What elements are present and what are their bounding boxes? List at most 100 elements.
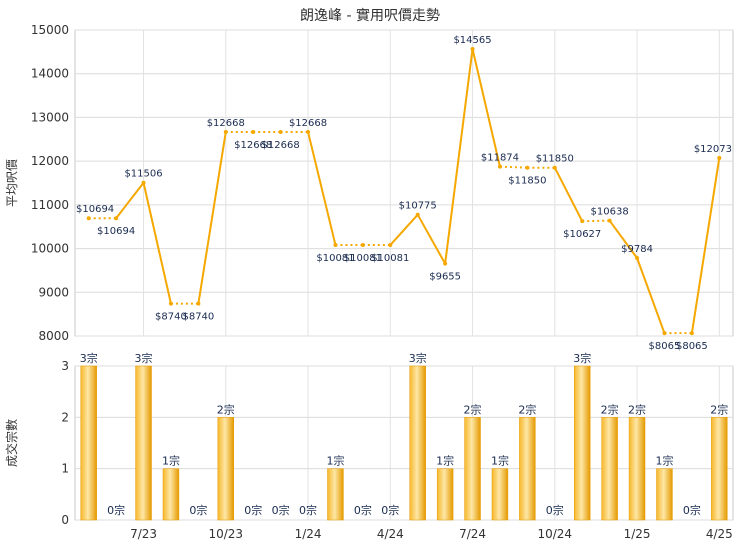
x-tick-label: 7/23: [130, 527, 157, 541]
count-data-label: 1宗: [326, 454, 344, 468]
count-data-label: 3宗: [409, 351, 427, 365]
price-data-label: $11850: [536, 154, 574, 165]
count-bar: [464, 417, 481, 521]
count-axis-label: 成交宗數: [4, 419, 19, 467]
price-data-label: $9655: [429, 272, 461, 283]
price-point: [86, 216, 91, 221]
chart-title: 朗逸峰 - 實用呎價走勢: [300, 7, 440, 24]
price-line-segment: [444, 48, 474, 264]
price-point: [306, 129, 311, 134]
price-point: [497, 164, 502, 169]
x-tick-label: 10/24: [537, 527, 572, 541]
count-data-label: 0宗: [107, 503, 125, 517]
count-tick-label: 0: [61, 513, 69, 527]
price-tick-label: 15000: [31, 23, 69, 37]
price-data-label: $12668: [262, 140, 300, 151]
price-point: [580, 219, 585, 224]
price-line-segment: [553, 167, 584, 222]
count-data-label: 2宗: [464, 402, 482, 416]
price-data-label: $10694: [97, 226, 135, 237]
price-line-segment: [690, 157, 721, 334]
price-point: [415, 212, 420, 217]
count-plot-frame: [74, 365, 734, 521]
price-data-label: $12668: [207, 118, 245, 129]
price-data-label: $10638: [591, 207, 629, 218]
count-bar: [217, 417, 234, 521]
count-bar: [491, 468, 509, 521]
price-point: [689, 331, 694, 336]
x-tick-label: 7/24: [459, 527, 486, 541]
price-data-label: $8740: [155, 312, 187, 323]
price-tick-label: 12000: [31, 154, 69, 168]
count-bar: [656, 468, 673, 521]
price-data-label: $12073: [694, 144, 732, 155]
count-bar: [436, 468, 454, 521]
price-line-segment: [636, 257, 666, 334]
price-data-label: $14565: [453, 35, 491, 46]
count-data-label: 0宗: [272, 503, 290, 517]
count-bar: [574, 365, 591, 521]
price-point: [662, 331, 667, 336]
count-data-label: 3宗: [135, 351, 153, 365]
count-data-label: 1宗: [655, 454, 673, 468]
count-tick-label: 3: [61, 359, 69, 373]
price-line-segment: [197, 131, 227, 304]
x-tick-label: 4/24: [377, 527, 404, 541]
price-point: [635, 256, 640, 261]
x-tick-label: 4/25: [706, 527, 733, 541]
count-data-label: 2宗: [628, 402, 646, 416]
count-data-label: 0宗: [683, 503, 701, 517]
price-line-segment: [115, 182, 145, 219]
price-data-label: $10627: [563, 229, 601, 240]
price-point: [525, 165, 530, 170]
price-tick-label: 10000: [31, 242, 69, 256]
price-line-segment: [608, 220, 638, 259]
price-data-label: $8065: [649, 341, 681, 352]
price-data-label: $9784: [621, 244, 653, 255]
count-data-label: 0宗: [381, 503, 399, 517]
price-line-segment: [389, 214, 419, 246]
price-tick-label: 13000: [31, 110, 69, 124]
count-data-label: 1宗: [162, 454, 180, 468]
price-point: [168, 301, 173, 306]
price-point: [278, 129, 283, 134]
count-data-label: 0宗: [244, 503, 262, 517]
count-data-label: 3宗: [573, 351, 591, 365]
price-data-label: $12668: [234, 140, 272, 151]
price-tick-label: 14000: [31, 67, 69, 81]
count-bar: [80, 365, 97, 521]
count-data-label: 0宗: [354, 503, 372, 517]
price-point: [114, 216, 119, 221]
count-data-label: 2宗: [518, 402, 536, 416]
count-bar: [519, 417, 536, 521]
count-data-label: 2宗: [217, 402, 235, 416]
price-point: [251, 129, 256, 134]
count-data-label: 3宗: [80, 351, 98, 365]
price-data-label: $10775: [399, 201, 437, 212]
count-bar: [711, 417, 728, 521]
price-point: [196, 301, 201, 306]
count-bar: [601, 417, 618, 521]
price-point: [223, 129, 228, 134]
price-point: [607, 218, 612, 223]
price-line-segment: [142, 182, 172, 304]
price-line-segment: [416, 214, 446, 265]
price-point: [443, 261, 448, 266]
price-data-label: $8740: [182, 312, 214, 323]
x-tick-label: 10/23: [208, 527, 243, 541]
price-data-label: $12668: [289, 118, 327, 129]
price-line-plot: 8000 9000 10000 11000 12000 13000 14000 15000 $1…: [31, 23, 734, 352]
count-data-label: 0宗: [546, 503, 564, 517]
price-plot-frame: [74, 29, 734, 337]
x-tick-label: 1/25: [624, 527, 651, 541]
x-tick-label: 1/24: [295, 527, 322, 541]
count-data-label: 0宗: [189, 503, 207, 517]
price-point: [470, 47, 475, 52]
price-data-label: $11506: [124, 169, 162, 180]
count-data-label: 1宗: [491, 454, 509, 468]
count-data-label: 0宗: [299, 503, 317, 517]
price-data-label: $10694: [76, 204, 114, 215]
price-point: [333, 243, 338, 248]
count-bar: [162, 468, 180, 521]
